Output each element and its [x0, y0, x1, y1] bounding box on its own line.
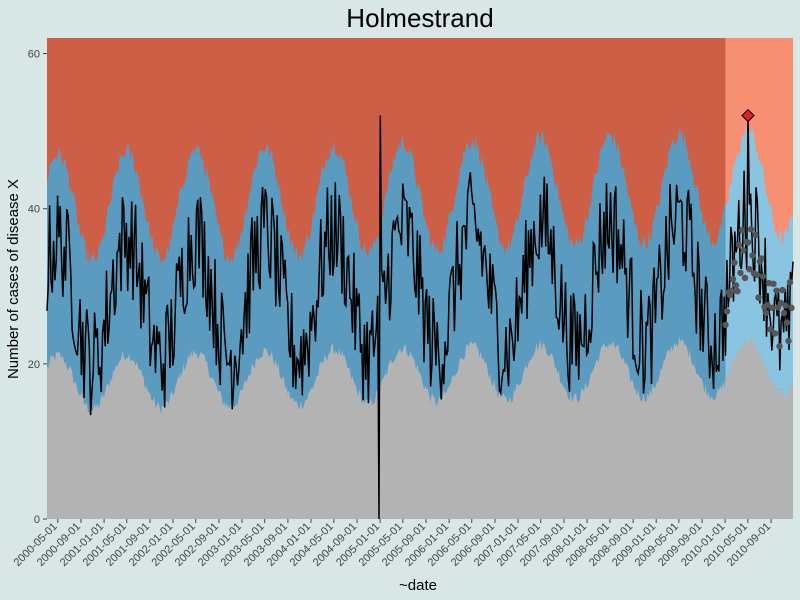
surveillance-point [749, 252, 756, 259]
surveillance-point [762, 309, 770, 316]
alert-marker [741, 108, 755, 123]
surveillance-point [731, 259, 738, 266]
surveillance-point [788, 304, 795, 311]
surveillance-point [774, 304, 782, 311]
y-tick-label: 60 [28, 49, 40, 61]
surveillance-point [735, 241, 743, 249]
surveillance-point [770, 280, 777, 287]
surveillance-point [782, 302, 789, 309]
background-band-surveillance [725, 336, 793, 519]
y-tick-label: 20 [28, 359, 40, 371]
surveillance-point [786, 279, 794, 286]
surveillance-point [722, 321, 729, 328]
y-axis-label: Number of cases of disease X [5, 179, 22, 379]
surveillance-point [759, 273, 767, 280]
surveillance-point [732, 282, 740, 289]
background-band-baseline [47, 336, 726, 519]
y-axis: 0 20 40 60 [28, 49, 47, 526]
surveillance-point [747, 226, 755, 233]
surveillance-point [752, 231, 759, 238]
x-axis-label: ~date [399, 577, 437, 594]
surveillance-point [779, 286, 786, 294]
surveillance-point [728, 287, 735, 295]
chart-title: Holmestrand [346, 3, 493, 33]
surveillance-point [768, 304, 776, 311]
surveillance-point [773, 287, 780, 294]
surveillance-point [729, 276, 737, 283]
y-tick-label: 40 [28, 204, 40, 216]
x-axis: 2000-05-012000-09-012001-01-012001-05-01… [12, 519, 773, 569]
surveillance-point [771, 330, 779, 337]
surveillance-point [767, 326, 774, 333]
surveillance-point [785, 337, 792, 345]
surveillance-point [776, 343, 783, 350]
surveillance-point [746, 266, 753, 273]
surveillance-point [740, 247, 747, 254]
surveillance-point [737, 269, 744, 277]
surveillance-point [758, 255, 765, 262]
surveillance-point [753, 271, 761, 278]
observed-cases-line [46, 115, 794, 520]
surveillance-point [755, 294, 762, 301]
y-tick-label: 0 [34, 514, 40, 526]
surveillance-point [744, 239, 752, 246]
surveillance-point [780, 309, 788, 317]
plot-area [46, 38, 795, 520]
surveillance-point [723, 308, 731, 315]
surveillance-point [741, 274, 749, 282]
surveillance-point [738, 227, 746, 234]
surveillance-point [734, 288, 741, 295]
surveillance-point [783, 319, 791, 326]
